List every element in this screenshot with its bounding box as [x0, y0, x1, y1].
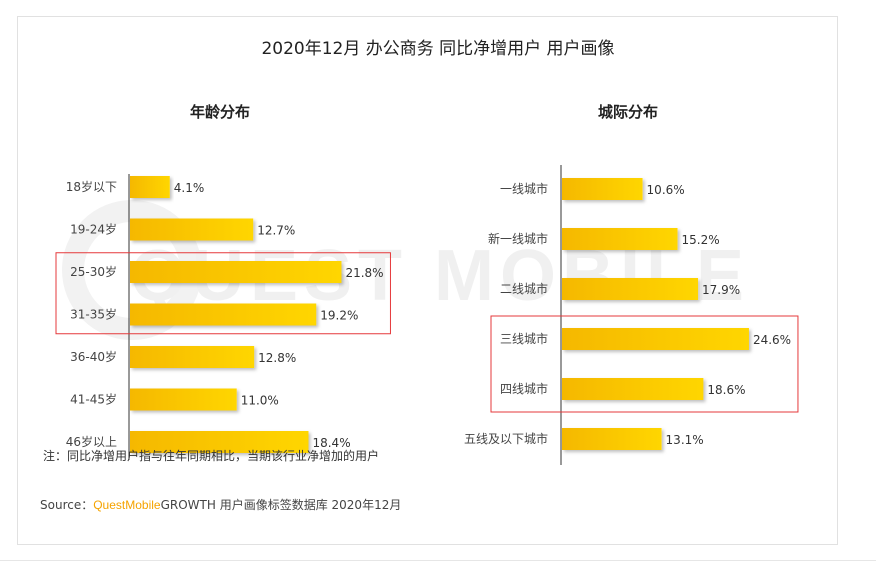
city-highlight-box — [490, 315, 799, 413]
source-line: Source：QuestMobileGROWTH 用户画像标签数据库 2020年… — [40, 496, 401, 513]
age-bar — [130, 388, 237, 411]
city-bar — [562, 378, 704, 400]
source-suffix: GROWTH 用户画像标签数据库 2020年12月 — [160, 498, 402, 512]
city-bar — [562, 278, 699, 300]
age-value-label: 4.1% — [174, 181, 205, 195]
age-category-label: 19-24岁 — [70, 222, 117, 237]
age-value-label: 18.4% — [312, 436, 350, 450]
city-value-label: 24.6% — [753, 333, 791, 347]
city-bar — [562, 328, 749, 350]
age-value-label: 12.7% — [257, 224, 295, 238]
city-value-label: 18.6% — [707, 383, 745, 397]
city-value-label: 13.1% — [666, 433, 704, 447]
city-category-label: 一线城市 — [500, 181, 548, 196]
age-bar — [130, 176, 170, 198]
city-category-label: 三线城市 — [500, 331, 548, 346]
brand-name: QuestMobile — [93, 498, 161, 512]
age-value-label: 11.0% — [241, 394, 279, 408]
city-category-label: 四线城市 — [500, 381, 548, 396]
age-category-label: 36-40岁 — [70, 349, 117, 364]
age-category-label: 25-30岁 — [70, 264, 117, 279]
age-value-label: 12.8% — [258, 351, 296, 365]
city-category-label: 五线及以下城市 — [464, 431, 548, 446]
age-category-label: 46岁以上 — [66, 434, 117, 449]
age-value-label: 19.2% — [320, 309, 358, 323]
city-value-label: 17.9% — [702, 283, 740, 297]
chart-title: 2020年12月 办公商务 同比净增用户 用户画像 — [261, 39, 615, 59]
city-value-label: 15.2% — [682, 233, 720, 247]
age-bar — [130, 303, 317, 326]
age-highlight-box — [55, 252, 391, 335]
age-category-label: 31-35岁 — [70, 307, 117, 322]
age-bar — [130, 218, 254, 241]
age-bar — [130, 261, 342, 283]
divider — [0, 560, 876, 561]
city-category-label: 二线城市 — [500, 281, 548, 296]
age-value-label: 21.8% — [345, 266, 383, 280]
footnote: 注：同比净增用户指与往年同期相比，当期该行业净增加的用户 — [43, 449, 380, 463]
age-chart-title: 年龄分布 — [190, 103, 251, 121]
city-chart-title: 城际分布 — [598, 103, 659, 121]
city-bar — [562, 428, 662, 450]
city-bar — [562, 178, 643, 200]
city-category-label: 新一线城市 — [488, 231, 548, 246]
city-value-label: 10.6% — [647, 183, 685, 197]
age-category-label: 41-45岁 — [70, 392, 117, 407]
age-bar — [130, 346, 255, 368]
age-category-label: 18岁以下 — [66, 179, 117, 194]
age-bar — [130, 431, 309, 453]
source-prefix: Source： — [40, 498, 94, 512]
city-bar — [562, 228, 678, 250]
